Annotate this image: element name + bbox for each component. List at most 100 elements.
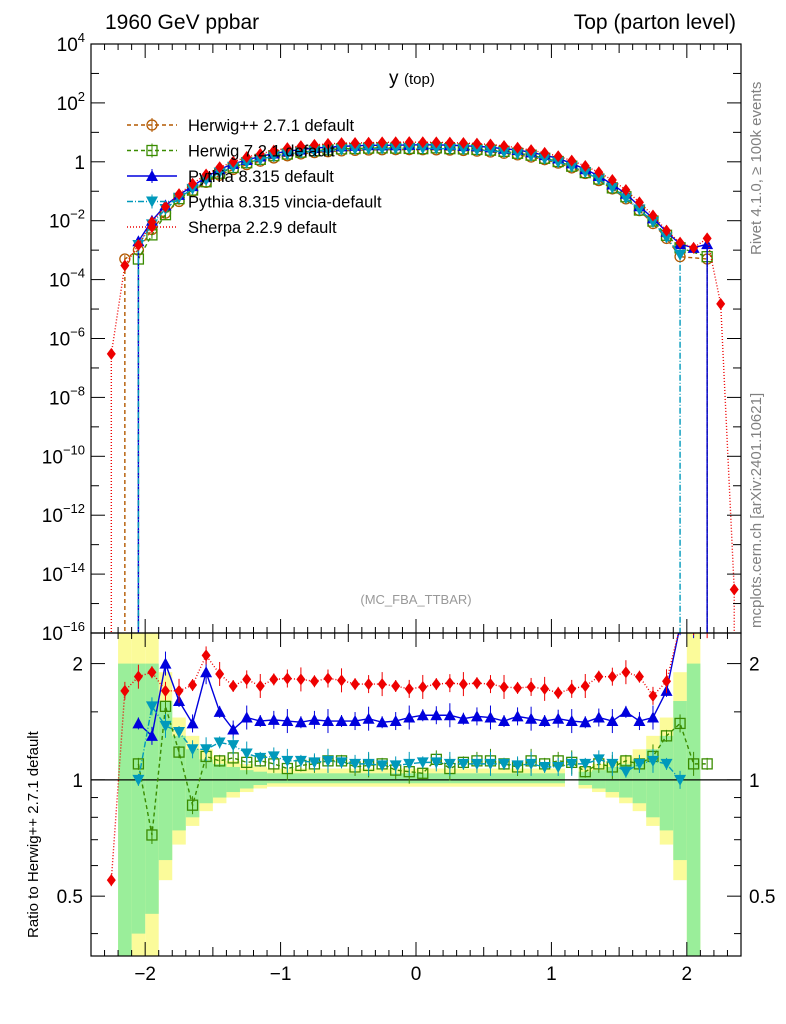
data-point — [242, 151, 252, 164]
ratio-point — [594, 670, 604, 683]
ratio-point — [633, 758, 646, 770]
ratio-point — [335, 757, 348, 769]
ratio-point — [606, 758, 619, 770]
ratio-point — [389, 760, 402, 772]
x-tick-label: −2 — [134, 964, 156, 985]
ratio-point — [580, 679, 590, 692]
ratio-point — [335, 715, 348, 727]
y-tick-label: 10−2 — [49, 207, 85, 233]
band-green — [253, 771, 268, 785]
data-point — [646, 217, 659, 229]
ratio-point — [240, 711, 253, 723]
ratio-point — [443, 758, 456, 770]
data-point — [634, 196, 644, 209]
ratio-point — [376, 760, 389, 772]
data-point — [337, 137, 347, 150]
ratio-point — [132, 717, 145, 729]
ratio-point — [389, 715, 402, 727]
data-point — [416, 143, 429, 155]
ratio-series — [106, 620, 713, 887]
data-point — [619, 193, 632, 205]
data-point — [335, 144, 348, 156]
band-green — [172, 735, 186, 831]
ratio-point — [213, 755, 226, 767]
series-4 — [106, 136, 739, 633]
ratio-point — [321, 755, 334, 767]
data-point — [174, 188, 184, 201]
ratio-point — [689, 620, 698, 632]
ratio-point — [619, 705, 632, 717]
x-tick-label: 2 — [682, 964, 693, 985]
ratio-point — [242, 673, 252, 686]
ratio-point — [525, 758, 538, 770]
data-point — [675, 236, 685, 249]
ratio-point — [188, 679, 198, 692]
ratio-series-1 — [132, 633, 695, 745]
legend-label: Sherpa 2.2.9 default — [188, 219, 337, 237]
ratio-point — [255, 679, 265, 692]
x-tick-label: 1 — [546, 964, 557, 985]
ratio-line — [137, 704, 681, 781]
plot-title-sub: (top) — [404, 71, 435, 88]
ratio-point — [350, 678, 360, 691]
data-point — [484, 145, 497, 157]
legend-marker — [146, 196, 158, 208]
ratio-point — [254, 715, 267, 727]
data-point — [445, 136, 455, 149]
ratio-point — [619, 766, 632, 778]
series-line — [110, 141, 735, 633]
data-point — [254, 154, 267, 166]
ratio-point — [160, 684, 170, 697]
ratio-point — [511, 710, 524, 722]
axes: 10−1610−1410−1210−1010−810−610−410−21102… — [42, 30, 776, 985]
ratio-point — [579, 758, 592, 770]
data-point — [200, 175, 213, 187]
legend-entry: Pythia 8.315 vincia-default — [127, 194, 382, 212]
data-point — [565, 161, 578, 173]
band-green — [632, 759, 647, 804]
data-point — [403, 143, 416, 155]
legend-label: Pythia 8.315 default — [188, 168, 334, 186]
ratio-point — [267, 713, 280, 725]
ratio-point — [403, 711, 416, 723]
data-point — [594, 166, 604, 179]
ratio-point — [485, 678, 495, 691]
data-point — [457, 144, 470, 156]
legend-marker — [146, 119, 158, 131]
ratio-point — [173, 746, 185, 758]
ratio-panel — [91, 620, 741, 956]
y-tick-label: 102 — [57, 89, 85, 115]
ratio-point — [159, 700, 172, 712]
header-left: 1960 GeV ppbar — [105, 11, 259, 34]
ratio-point — [430, 757, 443, 769]
data-point — [364, 136, 374, 149]
ratio-point — [443, 709, 456, 721]
ratio-point — [186, 717, 199, 729]
data-point — [296, 140, 306, 153]
data-point — [552, 157, 565, 169]
ratio-point — [403, 758, 416, 770]
legend: Herwig++ 2.7.1 default Herwig 7.2.1 defau… — [127, 117, 382, 237]
ratio-point — [362, 712, 375, 724]
data-point — [648, 209, 658, 222]
ratio-point — [321, 715, 334, 727]
ratio-point — [337, 674, 347, 687]
data-point — [472, 137, 482, 150]
ratio-y-tick-label: 0.5 — [57, 887, 83, 908]
mcplots-label: mcplots.cern.ch [arXiv:2401.10621] — [748, 393, 765, 628]
ratio-point — [377, 678, 387, 691]
data-point — [702, 232, 712, 245]
y-tick-label: 10−6 — [49, 325, 85, 351]
ratio-point — [159, 720, 172, 732]
ratio-point — [498, 758, 511, 770]
y-tick-label: 10−12 — [42, 501, 85, 527]
ratio-point — [215, 667, 225, 680]
ratio-point — [621, 666, 631, 679]
ratio-point — [159, 657, 172, 669]
band-green — [619, 763, 633, 798]
ratio-point — [145, 729, 158, 741]
data-point — [660, 232, 673, 244]
data-point — [160, 200, 170, 213]
ratio-point — [538, 715, 551, 727]
